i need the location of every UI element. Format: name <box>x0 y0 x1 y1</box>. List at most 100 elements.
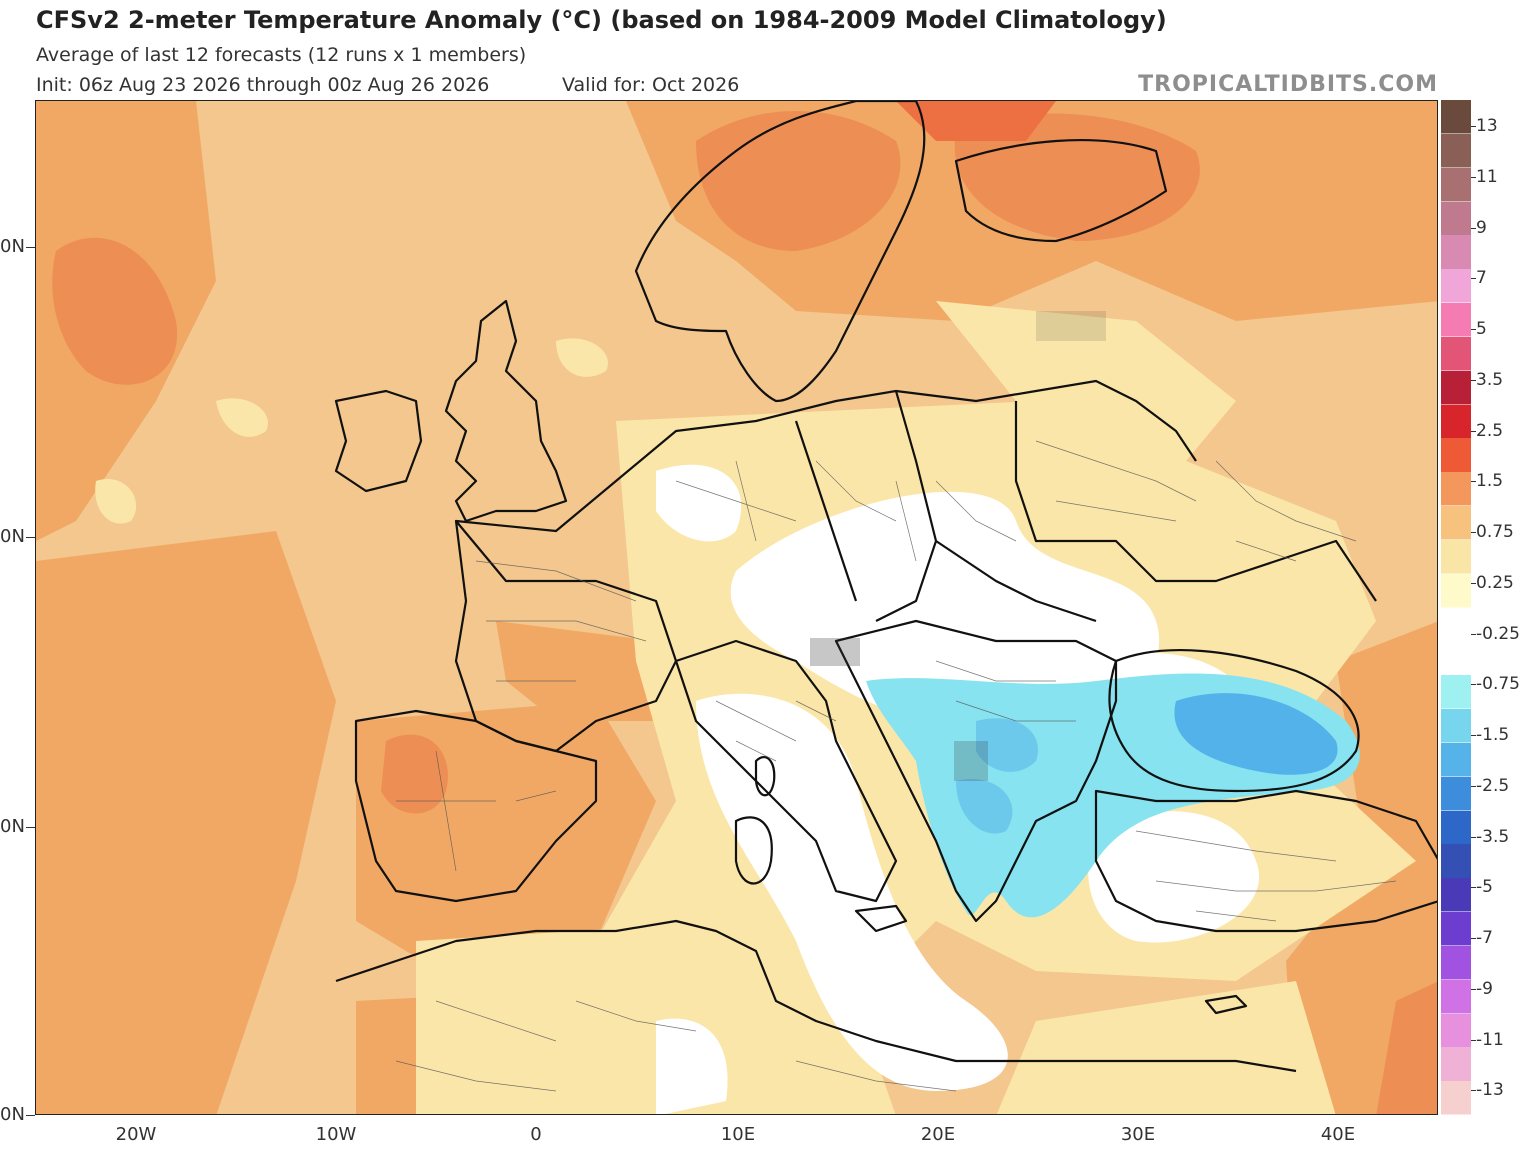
colorbar-tick <box>1471 379 1476 381</box>
lon-label-30e: 30E <box>1120 1124 1156 1145</box>
colorbar-segment <box>1441 878 1471 913</box>
colorbar-segment <box>1441 675 1471 710</box>
colorbar-segment <box>1441 370 1471 405</box>
france-outline <box>454 519 678 753</box>
colorbar-label: -3.5 <box>1476 826 1510 847</box>
lat-tick-top <box>26 247 35 248</box>
colorbar-tick <box>1471 481 1476 483</box>
balkans-outline <box>834 619 1118 923</box>
colorbar-segment <box>1441 912 1471 947</box>
colorbar-tick <box>1471 735 1476 736</box>
colorbar-label: -0.25 <box>1476 623 1520 644</box>
colorbar-label: 11 <box>1476 166 1498 187</box>
colorbar-segment <box>1441 539 1471 575</box>
lat-label-upper-mid: 0N <box>0 526 25 547</box>
colorbar-segment <box>1441 404 1471 439</box>
eastern-europe-borders <box>794 390 1377 623</box>
lon-label-20e: 20E <box>920 1124 956 1145</box>
lat-tick-lower-mid <box>26 827 35 828</box>
colorbar-segment <box>1441 1013 1471 1048</box>
colorbar-segment <box>1441 810 1471 845</box>
colorbar-label: 0.75 <box>1476 522 1514 542</box>
colorbar-tick <box>1471 126 1476 127</box>
lon-label-20w: 20W <box>115 1124 157 1145</box>
lon-label-10e: 10E <box>720 1124 756 1145</box>
colorbar-segment <box>1441 269 1471 304</box>
black-sea-outline <box>1108 649 1360 793</box>
lat-label-top: 0N <box>0 236 25 257</box>
scandinavia-outline <box>634 101 926 403</box>
colorbar-segment <box>1441 844 1471 879</box>
country-borders <box>334 101 1437 1073</box>
colorbar-tick <box>1471 633 1476 635</box>
valid-time: Valid for: Oct 2026 <box>562 74 740 96</box>
colorbar-tick <box>1471 430 1476 432</box>
colorbar-tick <box>1471 582 1476 584</box>
colorbar-tick <box>1471 887 1476 889</box>
colorbar-segment <box>1441 201 1471 236</box>
anomaly-map <box>35 100 1438 1115</box>
colorbar-label: -9 <box>1476 978 1493 999</box>
colorbar-segment <box>1441 945 1471 981</box>
init-time: Init: 06z Aug 23 2026 through 00z Aug 26… <box>36 74 490 96</box>
colorbar-tick <box>1471 227 1476 229</box>
colorbar-label: 9 <box>1476 217 1487 238</box>
lon-label-0: 0 <box>530 1124 542 1145</box>
great-britain-outline <box>444 299 568 523</box>
colorbar-segment <box>1441 1081 1471 1116</box>
colorbar-segment <box>1441 472 1471 507</box>
colorbar-label: -7 <box>1476 928 1493 948</box>
colorbar-tick <box>1471 1090 1476 1092</box>
colorbar-label: 5 <box>1476 319 1487 339</box>
colorbar <box>1441 100 1471 1116</box>
colorbar-segment <box>1441 742 1471 778</box>
cool-anomaly-fields <box>866 673 1360 918</box>
colorbar-tick <box>1471 988 1476 990</box>
map-subtitle: Average of last 12 forecasts (12 runs x … <box>36 44 527 66</box>
colorbar-segment <box>1441 235 1471 270</box>
turkey-outline <box>1094 789 1437 933</box>
colorbar-segment <box>1441 979 1471 1014</box>
colorbar-label: 3.5 <box>1476 369 1504 390</box>
colorbar-tick <box>1471 785 1476 787</box>
colorbar-segment <box>1441 167 1471 202</box>
dense-boundary-regions <box>810 311 1106 781</box>
colorbar-segment <box>1441 1047 1471 1082</box>
colorbar-label: 0.25 <box>1476 572 1514 593</box>
colorbar-segment <box>1441 776 1471 811</box>
north-africa-coast <box>335 919 1297 1073</box>
colorbar-tick <box>1471 684 1476 686</box>
colorbar-label: -1.5 <box>1476 725 1510 745</box>
lat-tick-bottom <box>26 1115 35 1116</box>
colorbar-tick <box>1471 836 1476 838</box>
neutral-anomaly-fields <box>656 464 1260 1114</box>
colorbar-label: -5 <box>1476 877 1493 898</box>
colorbar-segment <box>1441 709 1471 744</box>
colorbar-label: -2.5 <box>1476 775 1510 796</box>
colorbar-label: -13 <box>1476 1080 1504 1101</box>
colorbar-tick <box>1471 329 1476 330</box>
colorbar-label: 2.5 <box>1476 420 1504 441</box>
colorbar-label: -11 <box>1476 1029 1504 1050</box>
lat-label-lower-mid: 0N <box>0 816 25 837</box>
lat-label-bottom: 0N <box>0 1104 25 1125</box>
finland-outline <box>954 139 1168 243</box>
colorbar-label: -0.75 <box>1476 674 1520 695</box>
colorbar-tick <box>1471 278 1476 280</box>
source-credit: TROPICALTIDBITS.COM <box>1138 72 1438 97</box>
colorbar-segment <box>1441 641 1471 676</box>
colorbar-segment <box>1441 573 1471 608</box>
colorbar-tick <box>1471 1039 1476 1041</box>
mediterranean-islands <box>734 756 1248 1015</box>
colorbar-tick <box>1471 532 1476 533</box>
colorbar-label: 1.5 <box>1476 471 1504 492</box>
colorbar-segment <box>1441 438 1471 473</box>
lat-tick-upper-mid <box>26 537 35 538</box>
colorbar-segment <box>1441 303 1471 338</box>
colorbar-segment <box>1441 100 1471 135</box>
colorbar-label: 7 <box>1476 268 1487 289</box>
colorbar-segment <box>1441 133 1471 169</box>
italy-outline <box>674 639 898 903</box>
colorbar-segment <box>1441 336 1471 372</box>
colorbar-segment <box>1441 607 1471 642</box>
